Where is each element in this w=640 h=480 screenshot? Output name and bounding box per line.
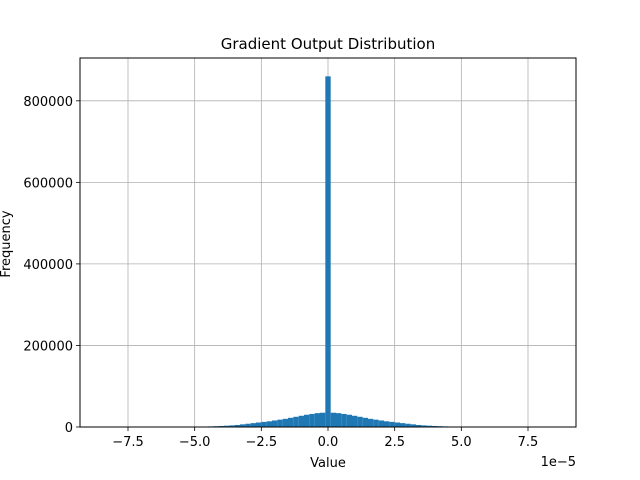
x-tick-label: −7.5 (112, 435, 144, 450)
histogram-bar (298, 415, 304, 427)
histogram-bar (314, 413, 320, 427)
y-tick-label: 0 (65, 421, 73, 436)
histogram-bar (309, 413, 315, 427)
histogram-bar (234, 424, 240, 427)
x-axis-offset-label: 1e−5 (541, 455, 576, 470)
histogram-bar (410, 424, 416, 427)
histogram-bar (357, 416, 363, 427)
y-tick-label: 600000 (23, 176, 73, 191)
histogram-bar (373, 419, 379, 427)
histogram-bar (389, 421, 395, 427)
histogram-bar (282, 418, 288, 427)
histogram-bar (352, 415, 358, 427)
histogram-bar (432, 425, 438, 427)
chart-title: Gradient Output Distribution (221, 35, 435, 53)
histogram-bar (224, 425, 230, 427)
histogram-bar (330, 412, 336, 427)
histogram-bar (378, 420, 384, 427)
histogram-bar (368, 418, 374, 427)
histogram-bar (256, 422, 262, 427)
histogram-bar (293, 416, 299, 427)
x-axis-label: Value (310, 456, 346, 471)
y-tick-label: 400000 (23, 258, 73, 273)
histogram-bar (325, 76, 331, 427)
histogram-bar (346, 414, 352, 427)
histogram-bar (405, 423, 411, 427)
histogram-bar (384, 421, 390, 427)
histogram-bar (266, 421, 272, 427)
y-tick-label: 800000 (23, 95, 73, 110)
histogram-bar (277, 419, 283, 427)
y-axis-ticks: 0 200000 400000 600000 800000 (23, 95, 80, 436)
histogram-bar (272, 420, 278, 427)
histogram-bar (362, 417, 368, 427)
x-axis-ticks: −7.5 −5.0 −2.5 0.0 2.5 5.0 7.5 (112, 427, 538, 450)
histogram-bar (240, 424, 246, 427)
histogram-bar (250, 423, 256, 427)
histogram-bar (400, 423, 406, 427)
histogram-bar (336, 413, 342, 427)
x-tick-label: 7.5 (518, 435, 539, 450)
histogram-bar (341, 413, 347, 427)
histogram-bar (416, 424, 422, 427)
histogram-bar (320, 412, 326, 427)
histogram-bar (394, 422, 400, 427)
x-tick-label: −2.5 (246, 435, 278, 450)
histogram-bar (288, 417, 294, 427)
histogram-bar (421, 425, 427, 427)
x-tick-label: 0.0 (318, 435, 339, 450)
histogram-bar (218, 425, 224, 427)
histogram-bar (261, 421, 267, 427)
x-tick-label: 2.5 (384, 435, 405, 450)
histogram-bar (304, 414, 310, 427)
y-axis-label: Frequency (0, 210, 14, 277)
x-tick-label: −5.0 (179, 435, 211, 450)
histogram-bar (426, 425, 432, 427)
x-tick-label: 5.0 (451, 435, 472, 450)
y-tick-label: 200000 (23, 339, 73, 354)
histogram-bar (245, 423, 251, 427)
histogram-bar (229, 425, 235, 427)
